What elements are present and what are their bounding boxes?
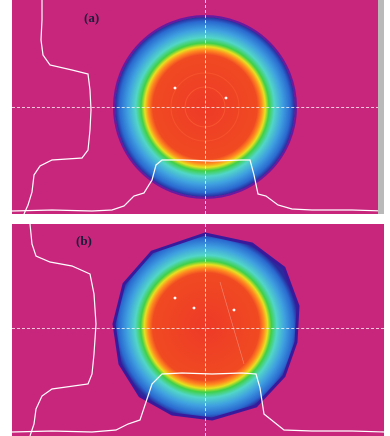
crosshair-vertical (205, 0, 206, 214)
horizontal-profile-trace-a (12, 159, 384, 212)
speckle (192, 306, 196, 310)
beam-profile-b (12, 224, 384, 436)
beam-image-panel-a: (a) (12, 0, 384, 214)
crosshair-horizontal (12, 328, 384, 329)
beam-image-panel-b: (b) (12, 224, 384, 436)
vertical-profile-trace-b (29, 224, 97, 436)
vertical-profile-trace-a (23, 0, 92, 214)
speckle (173, 296, 177, 300)
crosshair-vertical (205, 224, 206, 436)
speckle (232, 308, 236, 312)
beam-spot-b (112, 232, 300, 421)
panel-label-a: (a) (84, 10, 100, 25)
speckle (224, 96, 228, 100)
panel-label-b: (b) (76, 233, 92, 248)
image-edge-strip (378, 0, 384, 214)
horizontal-profile-trace-b (12, 372, 384, 433)
speckle (173, 86, 177, 90)
crosshair-horizontal (12, 107, 384, 108)
